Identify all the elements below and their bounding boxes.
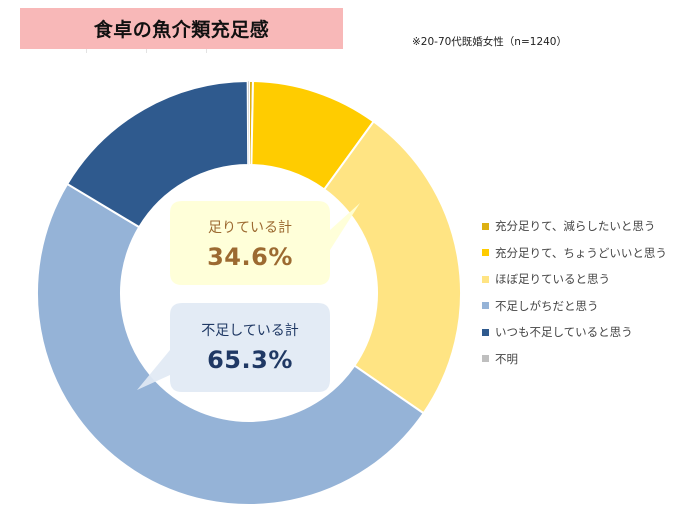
legend-label: いつも不足していると思う [495,325,633,340]
legend-swatch-icon [482,328,489,336]
legend-item: 充分足りて、ちょうどいいと思う [482,240,667,267]
legend-swatch-icon [482,249,489,257]
donut-segment [322,120,462,415]
callout-sufficient-value: 34.6% [207,243,293,271]
legend-label: ほぼ足りていると思う [495,272,610,287]
legend-label: 不明 [495,351,518,366]
legend-label: 不足しがちだと思う [495,298,599,313]
callout-insufficient-value: 65.3% [207,346,293,374]
donut-segment [247,80,250,166]
callout-sufficient-bubble [170,201,360,285]
callout-sufficient: 足りている計 34.6% [170,217,330,271]
callout-sufficient-label: 足りている計 [208,220,292,236]
legend-item: いつも不足していると思う [482,319,667,346]
legend-swatch-icon [482,302,489,310]
donut-segments [36,79,462,506]
legend-item: 充分足りて、減らしたいと思う [482,213,667,240]
legend-label: 充分足りて、ちょうどいいと思う [495,245,667,260]
legend-item: 不明 [482,346,667,373]
callout-insufficient-bubble [137,303,330,392]
chart-title: 食卓の魚介類充足感 [93,19,270,41]
legend-item: ほぼ足りていると思う [482,266,667,293]
gridline-tick [86,49,87,53]
legend-label: 充分足りて、減らしたいと思う [495,219,656,234]
chart-title-box: 食卓の魚介類充足感 [20,8,343,49]
chart-legend: 充分足りて、減らしたいと思う 充分足りて、ちょうどいいと思う ほぼ足りていると思… [482,213,667,372]
callout-insufficient: 不足している計 65.3% [170,320,330,374]
legend-swatch-icon [482,222,489,230]
legend-swatch-icon [482,275,489,283]
gridline-tick [146,49,147,53]
gridline-tick [206,49,207,53]
legend-item: 不足しがちだと思う [482,293,667,320]
donut-segment [36,182,425,506]
sample-note: ※20-70代既婚女性（n=1240） [412,36,567,48]
callout-insufficient-label: 不足している計 [201,323,299,339]
legend-swatch-icon [482,355,489,363]
